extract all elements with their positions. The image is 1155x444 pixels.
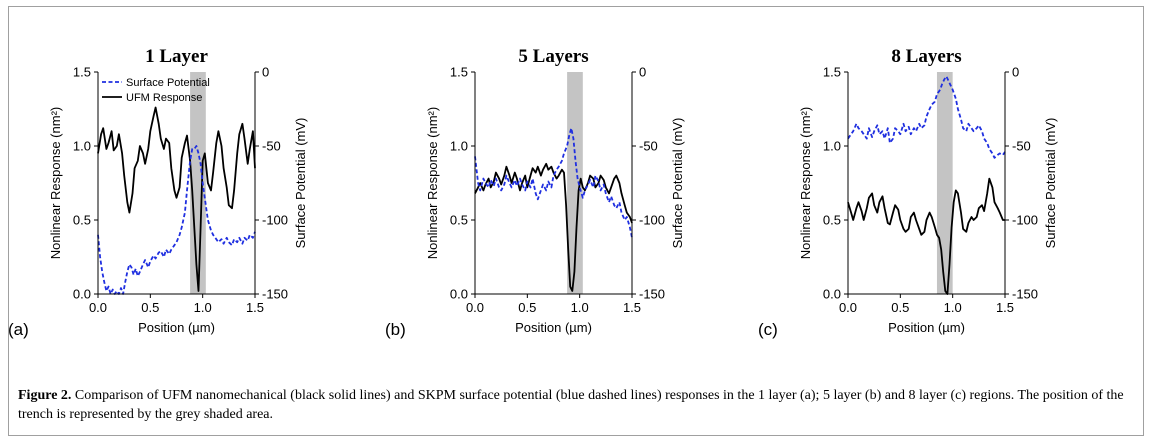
surface-potential-line [474,127,633,238]
y-left-tick-label: 0.5 [73,213,91,228]
y-left-axis-label: Nonlinear Response (nm²) [425,107,440,259]
panel-title: 8 Layers [891,46,961,67]
x-tick-label: 0.0 [839,300,857,315]
y-right-tick-label: 0 [262,65,269,80]
legend-label-surface-potential: Surface Potential [126,77,210,89]
y-right-axis-label: Surface Potential (mV) [293,118,308,249]
caption-label: Figure 2. [18,388,72,403]
y-right-tick-label: -50 [639,139,658,154]
x-tick-label: 1.0 [194,300,212,315]
y-right-tick-label: -50 [262,139,281,154]
y-left-tick-label: 0.5 [823,213,841,228]
x-tick-label: 0.0 [466,300,484,315]
x-tick-label: 0.5 [518,300,536,315]
y-left-tick-label: 1.5 [73,65,91,80]
trench-shaded-region [936,72,953,294]
surface-potential-line [847,75,1006,159]
figure-frame [8,6,1144,436]
y-right-tick-label: -150 [262,287,288,302]
x-axis-label: Position (µm) [515,320,592,335]
y-left-tick-label: 0.5 [450,213,468,228]
panel-1: 0.0 0.5 1.0 1.5 0.0 0.5 1.0 1.5 0 -50 -100 -150 1 La… [8,46,308,339]
y-right-tick-label: 0 [639,65,646,80]
y-right-tick-label: -100 [262,213,288,228]
y-left-tick-label: 1.5 [450,65,468,80]
y-right-tick-label: -150 [1012,287,1038,302]
x-axis-label: Position (µm) [888,320,965,335]
y-left-tick-label: 0.0 [73,287,91,302]
legend-label-ufm-response: UFM Response [126,92,202,104]
ufm-response-line [97,106,256,292]
panel-label: (a) [8,320,29,339]
panel-title: 1 Layer [145,46,208,67]
figure-panels: 0.0 0.5 1.0 1.5 0.0 0.5 1.0 1.5 0 -50 -100 -150 1 La… [8,46,1058,339]
y-left-tick-label: 1.0 [450,139,468,154]
legend: Surface Potential UFM Response [102,77,210,104]
caption-text: Comparison of UFM nanomechanical (black … [18,388,1124,422]
y-right-tick-label: -100 [639,213,665,228]
x-tick-label: 0.5 [891,300,909,315]
x-tick-label: 1.5 [623,300,641,315]
panel-2: 0.0 0.5 1.0 1.5 0.0 0.5 1.0 1.5 0 -50 -100 -150 5 La… [385,46,685,339]
x-tick-label: 1.5 [246,300,264,315]
y-right-tick-label: -150 [639,287,665,302]
x-tick-label: 1.0 [571,300,589,315]
y-left-tick-label: 1.0 [823,139,841,154]
figure-caption: Figure 2. Comparison of UFM nanomechanic… [18,386,1138,424]
y-left-axis-label: Nonlinear Response (nm²) [48,107,63,259]
trench-shaded-region [567,72,583,294]
x-tick-label: 0.0 [89,300,107,315]
ufm-response-line [847,177,1005,295]
y-left-tick-label: 0.0 [823,287,841,302]
panel-label: (c) [758,320,778,339]
y-left-tick-label: 1.0 [73,139,91,154]
panel-label: (b) [385,320,406,339]
y-left-tick-label: 1.5 [823,65,841,80]
panel-title: 5 Layers [518,46,588,67]
y-left-tick-label: 0.0 [450,287,468,302]
surface-potential-line [97,145,256,295]
y-right-axis-label: Surface Potential (mV) [1043,118,1058,249]
panel-3: 0.0 0.5 1.0 1.5 0.0 0.5 1.0 1.5 0 -50 -100 -150 8 La… [758,46,1058,339]
y-right-axis-label: Surface Potential (mV) [670,118,685,249]
y-right-tick-label: 0 [1012,65,1019,80]
y-left-axis-label: Nonlinear Response (nm²) [798,107,813,259]
ufm-response-line [474,162,633,292]
y-right-tick-label: -50 [1012,139,1031,154]
x-tick-label: 1.0 [944,300,962,315]
y-right-tick-label: -100 [1012,213,1038,228]
x-tick-label: 0.5 [141,300,159,315]
x-axis-label: Position (µm) [138,320,215,335]
x-tick-label: 1.5 [996,300,1014,315]
